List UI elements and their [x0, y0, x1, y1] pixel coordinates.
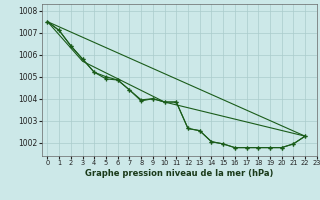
X-axis label: Graphe pression niveau de la mer (hPa): Graphe pression niveau de la mer (hPa)	[85, 169, 273, 178]
